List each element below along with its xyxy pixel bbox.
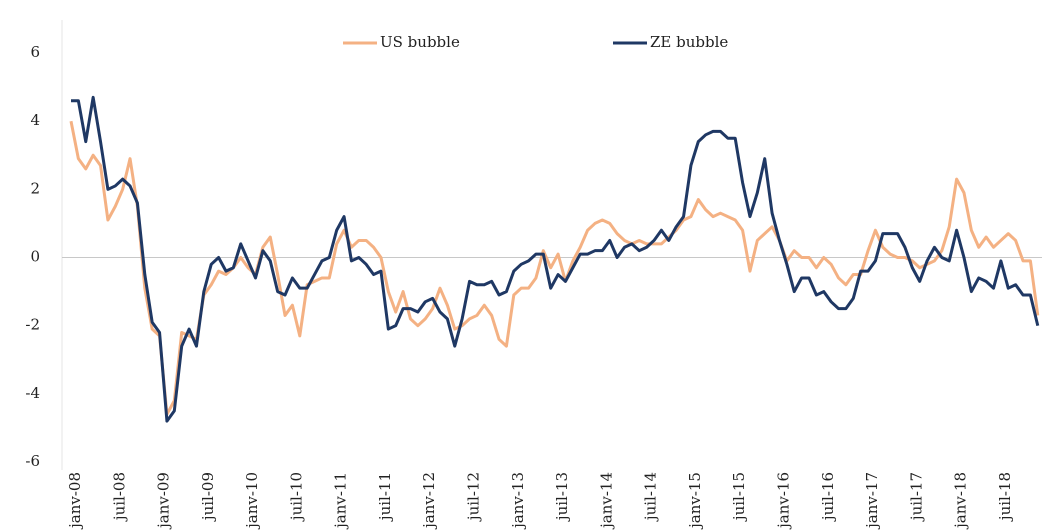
x-tick-label: juil-17 [907,472,925,522]
x-tick-label: juil-14 [642,472,660,522]
x-tick-label: janv-14 [597,472,615,530]
x-tick-label: janv-13 [509,472,527,530]
x-tick-label: juil-12 [465,472,483,522]
y-tick-label: 0 [30,248,40,266]
x-tick-label: janv-12 [420,472,438,530]
y-tick-label: 2 [30,179,40,197]
x-tick-label: janv-18 [952,472,970,530]
y-tick-label: -6 [25,452,40,470]
x-tick-label: janv-15 [686,472,704,530]
x-tick-label: juil-16 [819,472,837,522]
y-tick-label: -2 [25,316,40,334]
x-tick-label: juil-18 [996,472,1014,522]
legend-label: US bubble [380,33,460,51]
x-tick-label: juil-08 [110,472,128,522]
x-tick-label: janv-08 [66,472,84,530]
y-tick-label: 4 [30,111,40,129]
line-series [69,120,1040,416]
x-tick-label: janv-17 [863,472,881,530]
x-tick-label: juil-13 [553,472,571,522]
x-tick-label: juil-11 [376,472,394,522]
x-tick-label: juil-09 [199,472,217,522]
x-tick-label: janv-11 [332,472,350,530]
x-tick-label: janv-09 [155,472,173,530]
x-tick-label: juil-15 [730,472,748,522]
x-tick-label: juil-10 [287,472,305,522]
y-tick-label: -4 [25,384,40,402]
line-series [71,95,1040,423]
y-tick-label: 6 [30,43,40,61]
legend-label: ZE bubble [650,33,728,51]
x-tick-label: janv-10 [243,472,261,530]
x-tick-label: janv-16 [774,472,792,530]
